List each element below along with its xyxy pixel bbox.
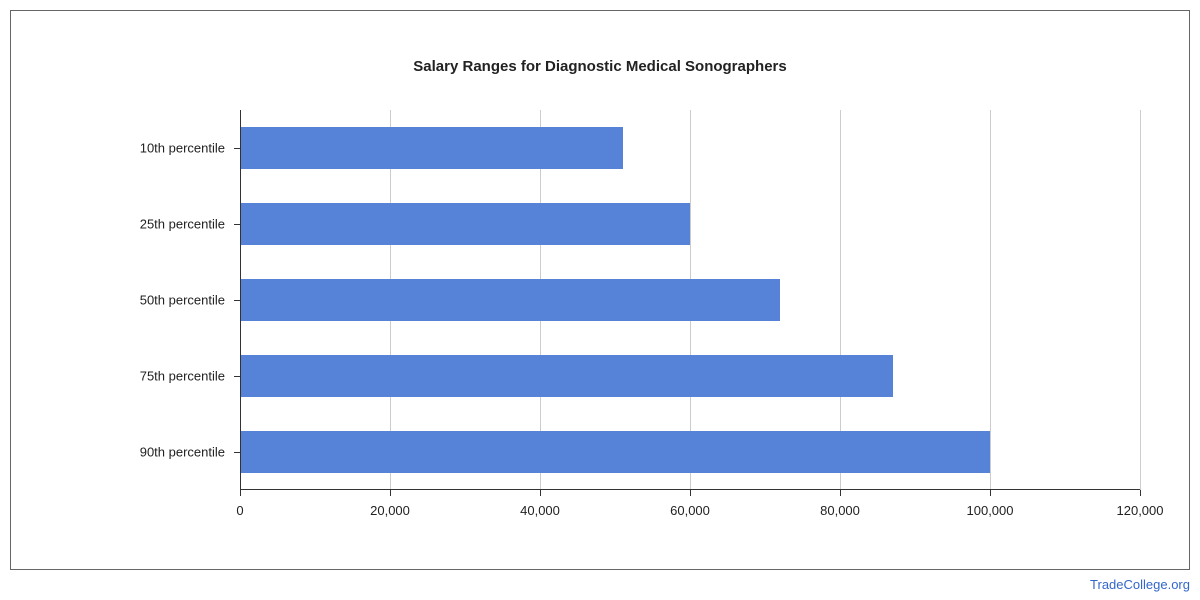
bar <box>240 279 780 321</box>
bar <box>240 431 990 473</box>
y-axis-labels: 10th percentile 25th percentile 50th perce… <box>0 110 225 490</box>
x-tick <box>1140 490 1141 496</box>
x-axis-tick-label: 20,000 <box>370 503 410 518</box>
y-axis-category-label: 10th percentile <box>140 141 225 156</box>
chart-container: Salary Ranges for Diagnostic Medical Son… <box>0 0 1200 600</box>
y-axis-category-label: 90th percentile <box>140 445 225 460</box>
x-axis-labels: 020,00040,00060,00080,000100,000120,000 <box>240 495 1140 525</box>
bars-group <box>240 110 1140 490</box>
y-axis-category-label: 50th percentile <box>140 293 225 308</box>
chart-title: Salary Ranges for Diagnostic Medical Son… <box>0 58 1200 75</box>
y-axis-line <box>240 110 241 490</box>
x-axis-line <box>240 489 1140 490</box>
grid-line <box>1140 110 1141 490</box>
y-axis-category-label: 25th percentile <box>140 217 225 232</box>
y-axis-category-label: 75th percentile <box>140 369 225 384</box>
bar <box>240 127 623 169</box>
attribution-link[interactable]: TradeCollege.org <box>1090 577 1190 592</box>
x-axis-tick-label: 40,000 <box>520 503 560 518</box>
plot-area <box>240 110 1140 490</box>
x-axis-tick-label: 120,000 <box>1117 503 1164 518</box>
bar <box>240 203 690 245</box>
x-axis-tick-label: 0 <box>236 503 243 518</box>
bar <box>240 355 893 397</box>
x-axis-tick-label: 80,000 <box>820 503 860 518</box>
x-axis-tick-label: 100,000 <box>967 503 1014 518</box>
x-axis-tick-label: 60,000 <box>670 503 710 518</box>
